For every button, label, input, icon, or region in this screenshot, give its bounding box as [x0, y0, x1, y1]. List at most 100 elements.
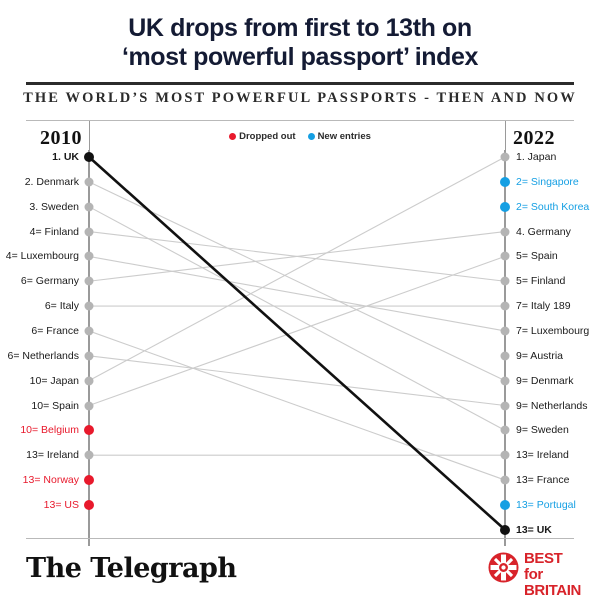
link-netherlands	[88, 355, 506, 407]
label-right-south-korea: 2= South Korea	[516, 200, 590, 213]
node-right-south-korea[interactable]	[500, 201, 510, 212]
label-left-uk: 1. UK	[52, 151, 79, 163]
legend-item-dropped-out: Dropped out	[229, 131, 296, 142]
node-right-sweden[interactable]	[500, 425, 510, 435]
node-left-germany[interactable]	[84, 276, 94, 286]
label-right-luxembourg: 7= Luxembourg	[516, 324, 590, 337]
node-left-sweden[interactable]	[84, 202, 94, 212]
best-for-britain-logo: BEST for BRITAIN	[488, 551, 581, 599]
link-japan	[88, 156, 506, 382]
link-germany	[88, 231, 506, 282]
label-right-germany: 4. Germany	[516, 225, 571, 238]
connector-lines	[88, 156, 506, 531]
legend-label: Dropped out	[239, 131, 296, 142]
label-right-france: 13= France	[516, 474, 570, 487]
label-right-denmark: 9= Denmark	[516, 374, 574, 387]
label-left-us: 13= US	[43, 498, 79, 511]
label-left-luxembourg: 4= Luxembourg	[5, 250, 79, 263]
node-right-ireland[interactable]	[500, 450, 510, 460]
header-divider-left	[89, 121, 90, 151]
node-left-italy[interactable]	[84, 301, 94, 311]
best-for-britain-mark-icon	[488, 552, 519, 583]
node-right-germany[interactable]	[500, 227, 510, 237]
node-left-ireland[interactable]	[84, 450, 94, 460]
label-right-netherlands: 9= Netherlands	[516, 399, 588, 412]
node-left-france[interactable]	[84, 326, 94, 336]
label-right-ireland: 13= Ireland	[516, 449, 569, 462]
label-left-denmark: 2. Denmark	[24, 175, 79, 188]
node-right-finland[interactable]	[500, 276, 510, 286]
node-right-austria[interactable]	[500, 351, 510, 361]
label-left-spain: 10= Spain	[31, 399, 79, 412]
label-left-norway: 13= Norway	[22, 474, 79, 487]
legend-label: New entries	[317, 131, 371, 142]
slope-chart: 1. UK 2. Denmark 3. Sweden 4= Finland 4= Lux…	[0, 120, 600, 546]
headline-line-1: UK drops from first to 13th on	[128, 14, 472, 42]
telegraph-logo: The Telegraph	[26, 553, 237, 584]
label-right-italy: 7= Italy 189	[516, 300, 571, 313]
node-left-uk[interactable]	[84, 152, 94, 162]
axis-line-2010	[88, 150, 90, 546]
label-right-sweden: 9= Sweden	[516, 424, 569, 437]
link-sweden	[88, 206, 506, 431]
bfb-line-1: BEST for	[524, 550, 563, 583]
bfb-line-2: BRITAIN	[524, 582, 581, 599]
label-left-italy: 6= Italy	[44, 300, 79, 313]
label-left-japan: 10= Japan	[29, 374, 79, 387]
link-uk	[88, 156, 506, 531]
node-left-belgium[interactable]	[84, 425, 94, 436]
label-right-uk: 13= UK	[516, 523, 552, 536]
label-left-finland: 4= Finland	[29, 225, 79, 238]
legend-new-entries-dot-icon	[307, 133, 315, 140]
node-left-us[interactable]	[84, 499, 94, 510]
label-right-austria: 9= Austria	[516, 349, 563, 362]
label-left-germany: 6= Germany	[20, 275, 79, 288]
divider-thin-bottom	[26, 538, 574, 539]
label-left-netherlands: 6= Netherlands	[7, 349, 79, 362]
link-luxembourg	[88, 255, 506, 332]
divider-thick	[26, 82, 574, 85]
node-left-finland[interactable]	[84, 227, 94, 237]
node-right-france[interactable]	[500, 475, 510, 485]
label-left-france: 6= France	[31, 324, 79, 337]
link-denmark	[88, 181, 506, 382]
node-right-luxembourg[interactable]	[500, 326, 510, 336]
subtitle-kicker: THE WORLD’S MOST POWERFUL PASSPORTS - TH…	[23, 90, 577, 106]
node-left-japan[interactable]	[84, 376, 94, 386]
node-right-spain[interactable]	[500, 251, 510, 261]
axis-line-2022	[504, 150, 506, 546]
node-right-denmark[interactable]	[500, 376, 510, 386]
node-right-japan[interactable]	[500, 152, 510, 162]
best-for-britain-wordmark: BEST for BRITAIN	[524, 551, 581, 599]
legend: Dropped out New entries	[0, 131, 600, 142]
legend-item-new-entries: New entries	[307, 131, 371, 142]
label-right-portugal: 13= Portugal	[516, 498, 576, 511]
divider-thin-top	[26, 120, 574, 121]
label-right-singapore: 2= Singapore	[516, 175, 579, 188]
node-right-netherlands[interactable]	[500, 401, 510, 410]
label-left-sweden: 3. Sweden	[29, 200, 79, 213]
node-left-netherlands[interactable]	[84, 351, 94, 361]
label-right-spain: 5= Spain	[516, 250, 558, 263]
page-title: UK drops from first to 13th on ‘most pow…	[0, 14, 600, 72]
link-spain	[88, 255, 506, 407]
label-right-finland: 5= Finland	[516, 275, 566, 288]
header-divider-right	[505, 121, 506, 151]
node-left-luxembourg[interactable]	[84, 251, 94, 261]
node-left-denmark[interactable]	[84, 177, 94, 187]
label-left-ireland: 13= Ireland	[26, 449, 79, 462]
legend-dropped-out-dot-icon	[229, 133, 237, 140]
node-right-uk[interactable]	[500, 524, 510, 535]
axis-year-left: 2010	[40, 127, 82, 149]
label-right-japan: 1. Japan	[516, 151, 557, 163]
headline-line-2: ‘most powerful passport’ index	[121, 43, 479, 71]
node-left-norway[interactable]	[84, 475, 94, 486]
node-right-portugal[interactable]	[500, 499, 510, 510]
node-right-italy[interactable]	[500, 301, 510, 311]
link-france	[88, 330, 506, 481]
node-right-singapore[interactable]	[500, 176, 510, 187]
node-left-spain[interactable]	[84, 401, 94, 410]
axis-year-right: 2022	[513, 127, 555, 149]
label-left-belgium: 10= Belgium	[20, 424, 79, 437]
